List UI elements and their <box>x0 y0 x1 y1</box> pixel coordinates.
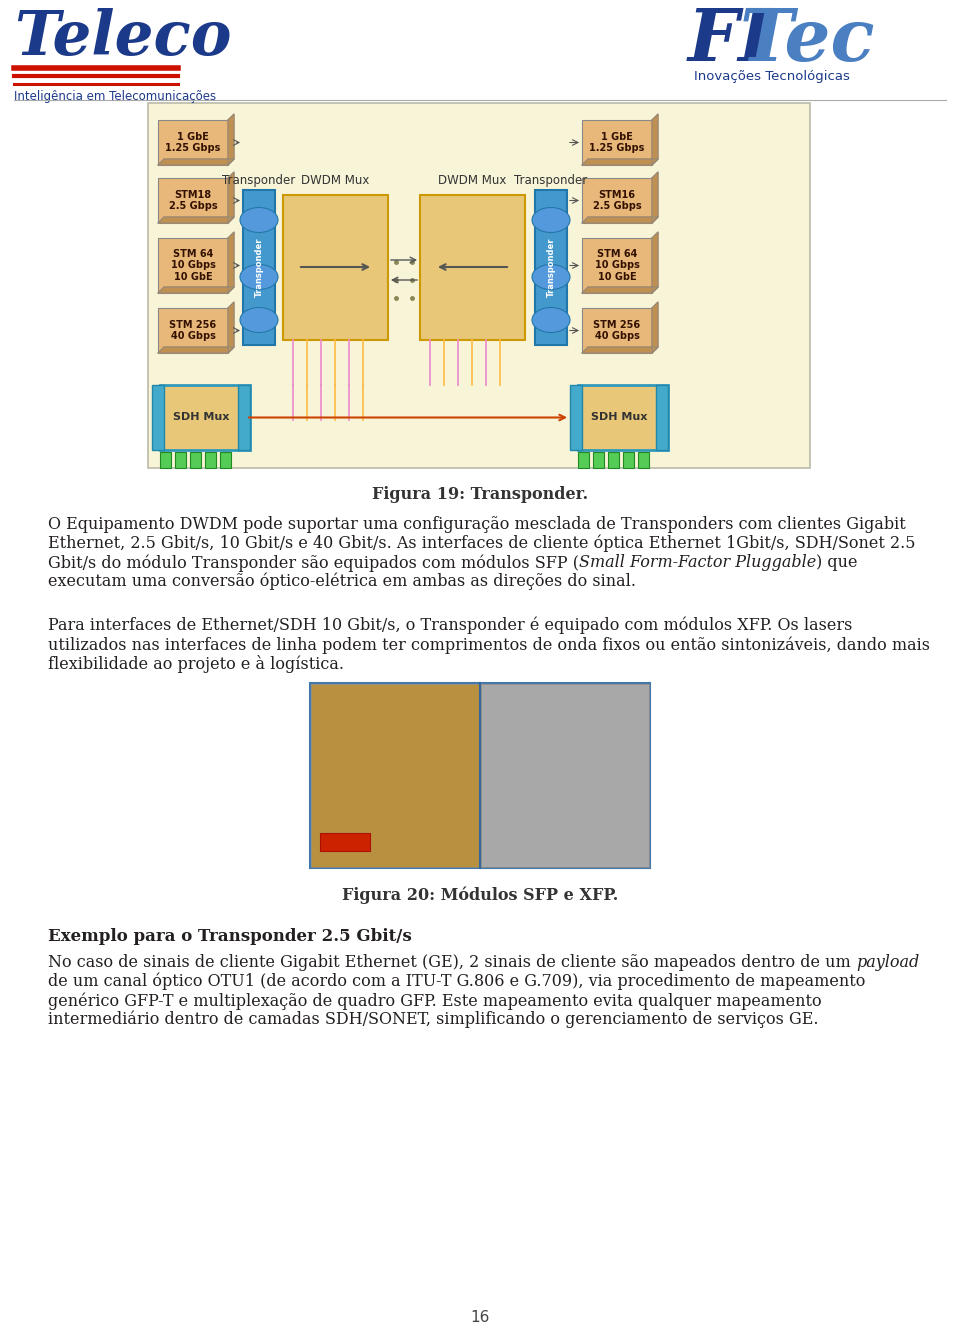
Bar <box>656 385 668 450</box>
Text: 1 GbE
1.25 Gbps: 1 GbE 1.25 Gbps <box>589 132 645 153</box>
Text: No caso de sinais de cliente Gigabit Ethernet (GE), 2 sinais de cliente são mape: No caso de sinais de cliente Gigabit Eth… <box>48 954 856 971</box>
Polygon shape <box>228 114 234 165</box>
Bar <box>638 453 649 467</box>
Ellipse shape <box>240 208 278 232</box>
Text: STM16
2.5 Gbps: STM16 2.5 Gbps <box>592 189 641 211</box>
Text: Transponder: Transponder <box>546 238 556 297</box>
Text: de um canal óptico OTU1 (de acordo com a ITU-T G.806 e G.709), via procedimento : de um canal óptico OTU1 (de acordo com a… <box>48 972 865 991</box>
Text: DWDM Mux: DWDM Mux <box>439 175 507 187</box>
Polygon shape <box>228 232 234 293</box>
Text: SDH Mux: SDH Mux <box>590 412 647 423</box>
Polygon shape <box>652 232 658 293</box>
Text: payload: payload <box>856 954 919 971</box>
Bar <box>623 453 634 467</box>
Text: Tec: Tec <box>740 5 876 77</box>
Polygon shape <box>158 218 234 223</box>
Bar <box>283 195 388 340</box>
Bar <box>420 195 525 340</box>
Bar <box>582 179 652 223</box>
Bar <box>311 684 479 868</box>
Polygon shape <box>582 346 658 353</box>
Text: ) que: ) que <box>816 555 857 571</box>
Polygon shape <box>228 302 234 353</box>
Ellipse shape <box>240 308 278 333</box>
Polygon shape <box>158 287 234 293</box>
Bar <box>220 453 231 467</box>
Text: Ethernet, 2.5 Gbit/s, 10 Gbit/s e 40 Gbit/s. As interfaces de cliente óptica Eth: Ethernet, 2.5 Gbit/s, 10 Gbit/s e 40 Gbi… <box>48 535 916 552</box>
Text: DWDM Mux: DWDM Mux <box>301 175 370 187</box>
Bar <box>578 385 668 450</box>
Polygon shape <box>652 172 658 223</box>
Bar <box>152 385 164 450</box>
Text: STM 256
40 Gbps: STM 256 40 Gbps <box>169 320 217 341</box>
Polygon shape <box>158 346 234 353</box>
Polygon shape <box>582 158 658 165</box>
Text: flexibilidade ao projeto e à logística.: flexibilidade ao projeto e à logística. <box>48 655 344 673</box>
Text: SDH Mux: SDH Mux <box>173 412 229 423</box>
Text: 16: 16 <box>470 1309 490 1326</box>
Bar <box>238 385 250 450</box>
Text: STM 64
10 Gbps
10 GbE: STM 64 10 Gbps 10 GbE <box>171 248 215 282</box>
Bar <box>158 179 228 223</box>
Text: Figura 20: Módulos SFP e XFP.: Figura 20: Módulos SFP e XFP. <box>342 886 618 904</box>
Polygon shape <box>652 302 658 353</box>
Text: Exemplo para o Transponder 2.5 Gbit/s: Exemplo para o Transponder 2.5 Gbit/s <box>48 928 412 945</box>
Text: executam uma conversão óptico-elétrica em ambas as direções do sinal.: executam uma conversão óptico-elétrica e… <box>48 573 636 591</box>
Bar <box>582 120 652 165</box>
Text: FI: FI <box>688 5 773 77</box>
Text: utilizados nas interfaces de linha podem ter comprimentos de onda fixos ou então: utilizados nas interfaces de linha podem… <box>48 637 930 654</box>
Text: Transponder: Transponder <box>223 175 296 187</box>
Bar <box>593 453 604 467</box>
Bar <box>175 453 186 467</box>
Text: STM 64
10 Gbps
10 GbE: STM 64 10 Gbps 10 GbE <box>594 248 639 282</box>
Text: Para interfaces de Ethernet/SDH 10 Gbit/s, o Transponder é equipado com módulos : Para interfaces de Ethernet/SDH 10 Gbit/… <box>48 616 852 634</box>
Bar <box>160 453 171 467</box>
Text: O Equipamento DWDM pode suportar uma configuração mesclada de Transponders com c: O Equipamento DWDM pode suportar uma con… <box>48 516 905 533</box>
Ellipse shape <box>532 265 570 290</box>
Text: Transponder: Transponder <box>515 175 588 187</box>
Text: 1 GbE
1.25 Gbps: 1 GbE 1.25 Gbps <box>165 132 221 153</box>
Polygon shape <box>582 218 658 223</box>
Bar <box>148 103 810 467</box>
Bar <box>310 684 650 868</box>
Text: Gbit/s do módulo Transponder são equipados com módulos SFP (: Gbit/s do módulo Transponder são equipad… <box>48 555 579 572</box>
Polygon shape <box>228 172 234 223</box>
Text: Inteligência em Telecomunicações: Inteligência em Telecomunicações <box>14 90 216 103</box>
Bar <box>582 308 652 353</box>
Text: STM 256
40 Gbps: STM 256 40 Gbps <box>593 320 640 341</box>
Bar <box>205 453 216 467</box>
Bar <box>578 453 589 467</box>
Text: Teleco: Teleco <box>14 8 231 68</box>
Bar <box>190 453 201 467</box>
Bar <box>535 189 567 345</box>
Polygon shape <box>158 158 234 165</box>
Bar <box>320 833 370 851</box>
Polygon shape <box>582 287 658 293</box>
Text: Small Form-Factor Pluggable: Small Form-Factor Pluggable <box>579 555 816 571</box>
Bar <box>243 189 275 345</box>
Ellipse shape <box>240 265 278 290</box>
Ellipse shape <box>532 208 570 232</box>
Bar <box>158 238 228 293</box>
Polygon shape <box>652 114 658 165</box>
Bar <box>160 385 250 450</box>
Bar <box>158 120 228 165</box>
Text: Inovações Tecnológicas: Inovações Tecnológicas <box>694 70 850 83</box>
Ellipse shape <box>532 308 570 333</box>
Bar <box>608 453 619 467</box>
Bar <box>570 385 582 450</box>
Bar <box>158 308 228 353</box>
Bar <box>582 238 652 293</box>
Text: genérico GFP-T e multiplexação de quadro GFP. Este mapeamento evita qualquer map: genérico GFP-T e multiplexação de quadro… <box>48 992 822 1010</box>
Bar <box>481 684 649 868</box>
Text: Transponder: Transponder <box>254 238 263 297</box>
Text: STM18
2.5 Gbps: STM18 2.5 Gbps <box>169 189 217 211</box>
Text: Figura 19: Transponder.: Figura 19: Transponder. <box>372 486 588 504</box>
Text: intermediário dentro de camadas SDH/SONET, simplificando o gerenciamento de serv: intermediário dentro de camadas SDH/SONE… <box>48 1011 819 1029</box>
